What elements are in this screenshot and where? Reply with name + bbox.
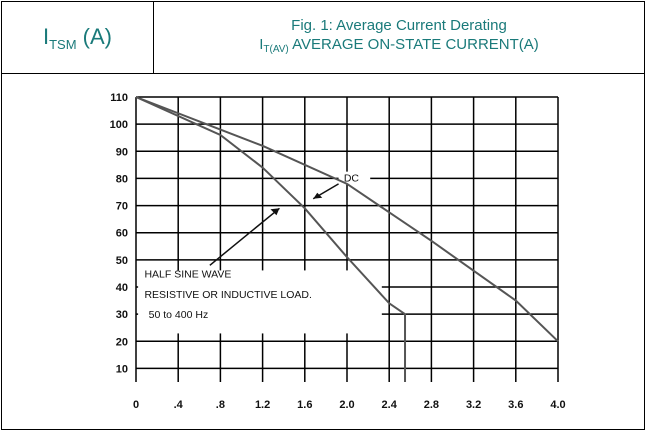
chart-title-cell: Fig. 1: Average Current Derating IT(AV) … (154, 2, 644, 74)
x-tick-label: 2.8 (424, 399, 439, 411)
y-tick-label: 80 (116, 173, 128, 185)
x-tick-label: 4.0 (550, 399, 565, 411)
y-tick-label: 90 (116, 146, 128, 158)
y-tick-label: 20 (116, 336, 128, 348)
half-sine-arrow-line (209, 207, 280, 266)
half-sine-label-line2: RESISTIVE OR INDUCTIVE LOAD. (144, 289, 311, 301)
half-sine-label-line1: HALF SINE WAVE (144, 269, 231, 281)
y-tick-label: 60 (116, 228, 128, 240)
x-tick-label: .4 (174, 399, 184, 411)
y-tick-label: 70 (116, 201, 128, 213)
y-tick-label: 10 (116, 363, 128, 375)
dc-arrow-head (313, 192, 323, 199)
x-axis-title: IT(AV) AVERAGE ON-STATE CURRENT(A) (259, 36, 539, 55)
x-tick-label: 0 (133, 399, 139, 411)
x-tick-label: 2.4 (382, 399, 398, 411)
y-tick-label: 30 (116, 309, 128, 321)
x-tick-label: 2.0 (339, 399, 354, 411)
x-tick-label: 3.6 (508, 399, 523, 411)
y-axis-title: ITSM (A) (42, 23, 113, 52)
half-sine-curve (135, 96, 407, 382)
y-tick-label: 40 (116, 282, 128, 294)
x-tick-label: 1.2 (255, 399, 270, 411)
x-tick-label: 3.2 (466, 399, 481, 411)
half-sine-arrow-head (270, 208, 280, 216)
y-tick-label: 110 (110, 92, 128, 104)
chart-title: Fig. 1: Average Current Derating (291, 17, 507, 34)
half-sine-label-line3: 50 to 400 Hz (149, 309, 209, 321)
dc-label-background (338, 171, 371, 184)
x-tick-label: 1.6 (297, 399, 312, 411)
dc-label: DC (344, 173, 360, 185)
dc-curve (135, 96, 559, 343)
y-tick-label: 50 (116, 255, 128, 267)
x-tick-label: .8 (216, 399, 225, 411)
annotation-background (138, 270, 382, 334)
y-axis-title-cell: ITSM (A) (2, 2, 154, 74)
y-tick-label: 100 (110, 119, 128, 131)
